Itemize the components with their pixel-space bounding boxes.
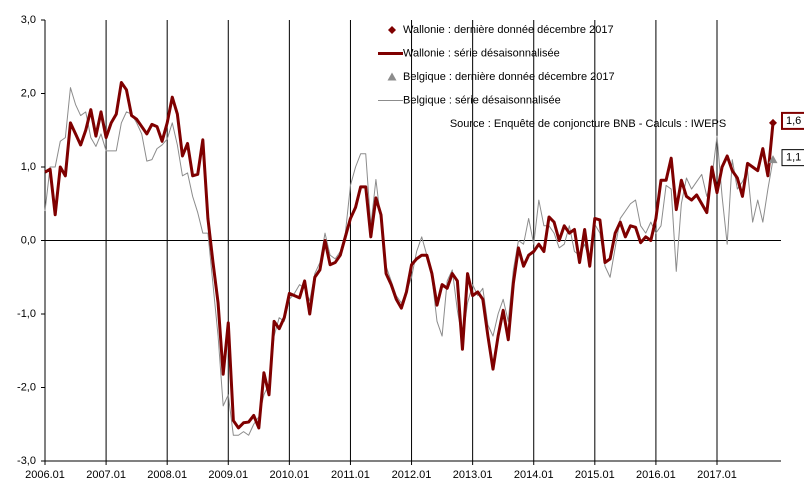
x-tick-label: 2013.01 <box>453 469 493 481</box>
x-tick-label: 2007.01 <box>86 469 126 481</box>
x-tick-label: 2012.01 <box>392 469 432 481</box>
legend-label: Belgique : série désaisonnalisée <box>403 94 561 106</box>
marker <box>768 155 778 164</box>
x-tick-label: 2008.01 <box>147 469 187 481</box>
y-tick-label: 1,0 <box>21 161 36 173</box>
x-tick-label: 2011.01 <box>331 469 370 481</box>
y-tick-label: -2,0 <box>17 381 36 393</box>
y-tick-label: 2,0 <box>21 87 36 99</box>
marker <box>387 72 397 81</box>
marker <box>388 26 396 34</box>
legend-label: Belgique : dernière donnée décembre 2017 <box>403 71 615 83</box>
y-tick-label: -3,0 <box>17 455 36 467</box>
marker <box>769 118 777 127</box>
value-label: 1,6 <box>786 115 801 127</box>
x-tick-label: 2010.01 <box>269 469 309 481</box>
value-label: 1,1 <box>786 152 801 164</box>
x-tick-label: 2015.01 <box>575 469 615 481</box>
x-tick-label: 2016.01 <box>636 469 676 481</box>
x-tick-label: 2009.01 <box>208 469 248 481</box>
y-tick-label: 0,0 <box>21 234 36 246</box>
x-tick-label: 2014.01 <box>514 469 554 481</box>
legend-label: Wallonie : dernière donnée décembre 2017 <box>403 24 614 36</box>
y-tick-label: -1,0 <box>17 308 36 320</box>
x-tick-label: 2006.01 <box>25 469 65 481</box>
series-line <box>44 87 774 436</box>
value-label-box <box>781 111 804 130</box>
legend-label: Wallonie : série désaisonnalisée <box>403 47 560 59</box>
legend: Wallonie : dernière donnée décembre 2017… <box>378 24 615 106</box>
value-label-box <box>781 149 804 167</box>
source-note: Source : Enquête de conjoncture BNB - Ca… <box>450 118 726 130</box>
y-tick-label: 3,0 <box>21 14 36 26</box>
x-tick-label: 2017.01 <box>697 469 737 481</box>
series-line <box>44 80 775 430</box>
